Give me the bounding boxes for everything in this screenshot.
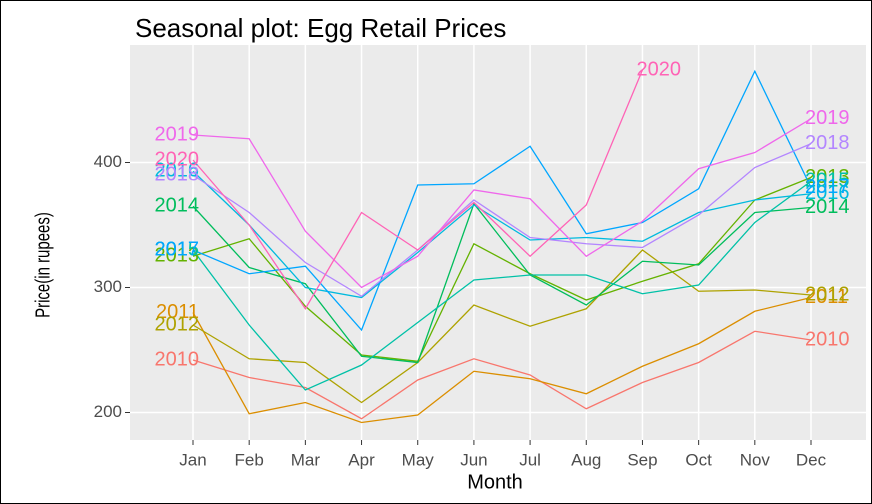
- x-tick-label: Oct: [685, 450, 712, 469]
- series-label-start: 2017: [155, 238, 200, 260]
- series-label-start: 2012: [155, 313, 200, 335]
- x-tick-label: Dec: [796, 450, 827, 469]
- x-tick-label: Jan: [179, 450, 206, 469]
- series-line: [192, 69, 644, 310]
- series-line: [192, 249, 812, 404]
- series-label-start: 2015: [155, 238, 200, 260]
- x-tick-label: Jul: [519, 450, 541, 469]
- series-label-end: 2017: [805, 176, 850, 198]
- series-label-start: 2020: [155, 148, 200, 170]
- series-label-end: 2019: [805, 107, 850, 129]
- y-tick-label: 400: [94, 152, 122, 171]
- series-label-end: 2015: [805, 170, 850, 192]
- y-axis-label: Price(in rupees): [31, 212, 54, 318]
- panel: [130, 45, 866, 440]
- series-line: [192, 170, 812, 299]
- series-label-start: 2014: [155, 195, 200, 217]
- x-tick-label: May: [402, 450, 435, 469]
- series-line: [192, 296, 812, 424]
- y-tick-label: 300: [94, 277, 122, 296]
- series-label-end: 2012: [805, 283, 850, 305]
- series-line: [192, 118, 812, 289]
- y-tick-label: 200: [94, 402, 122, 421]
- series-line: [192, 180, 812, 391]
- series-line: [192, 69, 812, 332]
- series-label-start: 2013: [155, 245, 200, 267]
- series-line: [192, 202, 812, 364]
- x-tick-label: Aug: [571, 450, 601, 469]
- series-label-start: 2018: [155, 163, 200, 185]
- x-tick-label: Feb: [235, 450, 264, 469]
- series-label-end: 2011: [805, 286, 848, 308]
- x-axis-label: Month: [467, 471, 523, 493]
- x-tick-label: Mar: [291, 450, 321, 469]
- series-label-start: 2016: [155, 160, 200, 182]
- series-label-end: 2020: [636, 58, 681, 80]
- x-tick-label: Sep: [627, 450, 657, 469]
- series-label-end: 2013: [805, 166, 850, 188]
- series-label-end: 2016: [805, 182, 850, 204]
- series-label-start: 2010: [155, 348, 200, 370]
- series-label-start: 2011: [156, 301, 199, 323]
- x-tick-label: Nov: [740, 450, 771, 469]
- series-label-start: 2019: [155, 123, 200, 145]
- chart-title: Seasonal plot: Egg Retail Prices: [135, 13, 506, 43]
- x-tick-label: Apr: [348, 450, 375, 469]
- series-label-end: 2010: [805, 328, 850, 350]
- x-tick-label: Jun: [460, 450, 487, 469]
- series-label-end: 2014: [805, 196, 850, 218]
- series-line: [192, 330, 812, 420]
- series-label-end: 2018: [805, 132, 850, 154]
- series-line: [192, 143, 812, 298]
